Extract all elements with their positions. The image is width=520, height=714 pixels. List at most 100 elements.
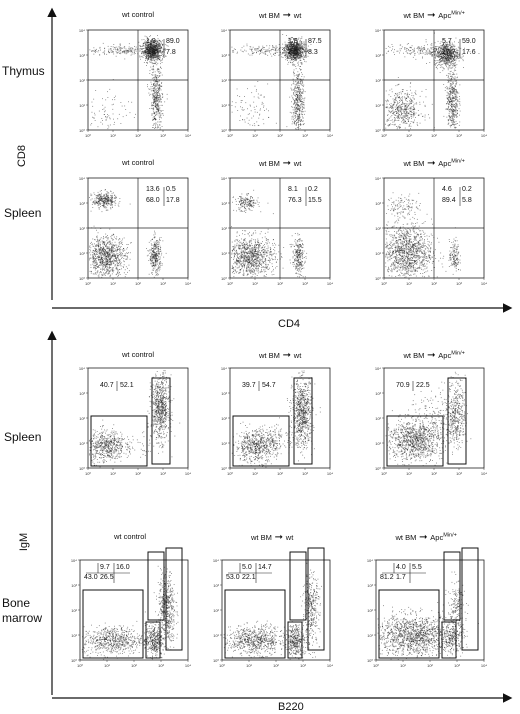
x-tick-label: 10² bbox=[427, 663, 433, 668]
y-tick-label: 10² bbox=[221, 416, 227, 421]
y-tick-label: 10⁴ bbox=[79, 176, 85, 181]
y-tick-label: 10¹ bbox=[71, 633, 77, 638]
y-tick-label: 10³ bbox=[79, 53, 85, 58]
x-tick-label: 10³ bbox=[456, 281, 462, 286]
y-tick-label: 10⁴ bbox=[221, 366, 227, 371]
y-tick-label: 10¹ bbox=[221, 441, 227, 446]
x-tick-label: 10⁰ bbox=[85, 471, 91, 476]
x-tick-label: 10¹ bbox=[110, 133, 116, 138]
quadrant-upper-right-value: 89.0 bbox=[166, 38, 180, 45]
quadrant-lower-right-value: 15.5 bbox=[308, 197, 322, 204]
y-tick-label: 10⁰ bbox=[79, 466, 85, 471]
b-bm-p0-condition-label: wt control bbox=[114, 532, 147, 541]
y-tick-label: 10¹ bbox=[79, 103, 85, 108]
x-tick-label: 10¹ bbox=[406, 133, 412, 138]
transfer-arrow-icon: ➞ bbox=[279, 350, 294, 361]
gate-value-bottom-left: 81.2 bbox=[380, 574, 394, 581]
x-tick-label: 10⁴ bbox=[327, 471, 333, 476]
y-tick-label: 10³ bbox=[375, 391, 381, 396]
x-tick-label: 10⁴ bbox=[185, 281, 191, 286]
x-tick-label: 10³ bbox=[456, 133, 462, 138]
row-label-marrow: marrow bbox=[2, 611, 43, 625]
x-tick-label: 10⁰ bbox=[381, 133, 387, 138]
gate-value-right: 52.1 bbox=[120, 382, 134, 389]
transfer-arrow-icon: ➞ bbox=[424, 350, 439, 361]
x-tick-label: 10¹ bbox=[246, 663, 252, 668]
x-tick-label: 10⁰ bbox=[85, 133, 91, 138]
y-tick-label: 10⁰ bbox=[221, 276, 227, 281]
x-tick-label: 10² bbox=[131, 663, 137, 668]
quadrant-upper-left-value: 8.1 bbox=[288, 186, 298, 193]
y-tick-label: 10⁴ bbox=[71, 558, 77, 563]
gate-b220-high bbox=[447, 377, 467, 465]
y-tick-label: 10³ bbox=[213, 583, 219, 588]
b-s-p1-condition-label: wt BM ➞ wt bbox=[259, 350, 302, 361]
y-tick-label: 10⁰ bbox=[221, 466, 227, 471]
b-s-p2-condition-label: wt BM ➞ ApcMin/+ bbox=[403, 350, 465, 361]
x-tick-label: 10⁴ bbox=[481, 281, 487, 286]
gate-igm-low bbox=[90, 415, 148, 467]
x-tick-label: 10¹ bbox=[252, 471, 258, 476]
y-tick-label: 10⁰ bbox=[375, 466, 381, 471]
x-tick-label: 10³ bbox=[158, 663, 164, 668]
quadrant-lower-right-value: 17.6 bbox=[462, 49, 476, 56]
gate-value-top-left: 5.0 bbox=[242, 564, 252, 571]
gate-value-top-right: 14.7 bbox=[258, 564, 272, 571]
gate-immature-b bbox=[289, 551, 307, 621]
y-tick-label: 10² bbox=[375, 78, 381, 83]
quadrant-lower-right-value: 5.8 bbox=[462, 197, 472, 204]
x-tick-label: 10³ bbox=[160, 133, 166, 138]
transfer-arrow-icon: ➞ bbox=[271, 532, 286, 543]
t-r1-p0-condition-label: wt control bbox=[122, 158, 155, 167]
gate-igm-neg-b220-low bbox=[378, 589, 440, 659]
y-tick-label: 10² bbox=[79, 226, 85, 231]
quadrant-upper-right-value: 59.0 bbox=[462, 38, 476, 45]
x-tick-label: 10³ bbox=[302, 281, 308, 286]
x-tick-label: 10³ bbox=[160, 471, 166, 476]
quadrant-lower-left-value: 68.0 bbox=[146, 197, 160, 204]
y-tick-label: 10⁰ bbox=[213, 658, 219, 663]
transfer-arrow-icon: ➞ bbox=[416, 532, 431, 543]
quadrant-upper-right-value: 0.5 bbox=[166, 186, 176, 193]
x-tick-label: 10² bbox=[277, 281, 283, 286]
y-tick-label: 10⁰ bbox=[375, 276, 381, 281]
gate-mature-b bbox=[307, 547, 325, 651]
y-tick-label: 10¹ bbox=[375, 441, 381, 446]
y-tick-label: 10⁴ bbox=[367, 558, 373, 563]
x-tick-label: 10⁰ bbox=[85, 281, 91, 286]
x-tick-label: 10² bbox=[431, 281, 437, 286]
gate-immature-b bbox=[443, 551, 461, 621]
x-tick-label: 10⁴ bbox=[327, 663, 333, 668]
x-tick-label: 10⁴ bbox=[481, 133, 487, 138]
gate-value-left: 70.9 bbox=[396, 382, 410, 389]
gate-mature-b bbox=[165, 547, 183, 651]
x-tick-label: 10⁰ bbox=[77, 663, 83, 668]
x-tick-label: 10⁴ bbox=[481, 471, 487, 476]
quadrant-upper-right-value: 87.5 bbox=[308, 38, 322, 45]
quadrant-lower-left-value: 76.3 bbox=[288, 197, 302, 204]
y-tick-label: 10⁴ bbox=[375, 28, 381, 33]
x-tick-label: 10¹ bbox=[252, 133, 258, 138]
y-tick-label: 10⁰ bbox=[221, 128, 227, 133]
t-section-y-axis-label: CD8 bbox=[16, 145, 28, 168]
quadrant-upper-left-value: 5.7 bbox=[442, 38, 452, 45]
y-tick-label: 10⁴ bbox=[221, 176, 227, 181]
y-tick-label: 10⁴ bbox=[375, 366, 381, 371]
gate-igm-neg-b220-low bbox=[82, 589, 144, 659]
quadrant-upper-right-value: 0.2 bbox=[462, 186, 472, 193]
x-tick-label: 10⁴ bbox=[327, 133, 333, 138]
x-tick-label: 10⁴ bbox=[327, 281, 333, 286]
y-tick-label: 10² bbox=[375, 416, 381, 421]
transfer-arrow-icon: ➞ bbox=[424, 10, 439, 21]
y-tick-label: 10¹ bbox=[375, 103, 381, 108]
gate-value-right: 54.7 bbox=[262, 382, 276, 389]
y-tick-label: 10³ bbox=[221, 201, 227, 206]
gate-igm-low bbox=[386, 415, 444, 467]
x-tick-label: 10³ bbox=[160, 281, 166, 286]
t-r1-p1-condition-label: wt BM ➞ wt bbox=[259, 158, 302, 169]
